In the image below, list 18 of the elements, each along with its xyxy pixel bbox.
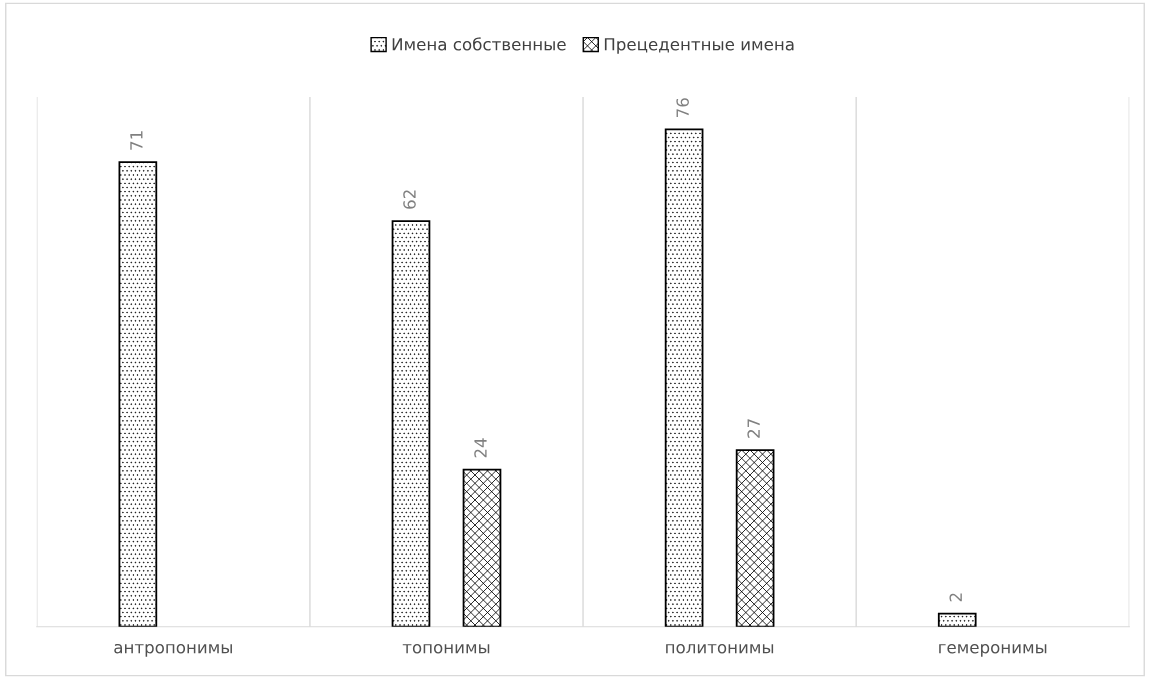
data-label: 27 (747, 419, 760, 438)
x-tick-label: гемеронимы (939, 643, 1047, 657)
data-label: 62 (403, 190, 416, 209)
bar (391, 220, 431, 627)
bar (937, 612, 977, 627)
bar (118, 161, 158, 627)
x-tick-label: антропонимы (114, 643, 232, 657)
bar (462, 468, 502, 627)
bar (735, 449, 775, 627)
data-label: 71 (130, 131, 143, 150)
legend-label: Имена собственные (392, 37, 566, 51)
data-label: 24 (474, 438, 487, 458)
x-tick-label: топонимы (402, 643, 490, 654)
data-label: 76 (676, 98, 689, 117)
legend-label: Прецедентные имена (604, 38, 794, 54)
data-label: 2 (949, 593, 962, 602)
x-tick-label: политонимы (666, 643, 774, 654)
bar (664, 128, 704, 627)
